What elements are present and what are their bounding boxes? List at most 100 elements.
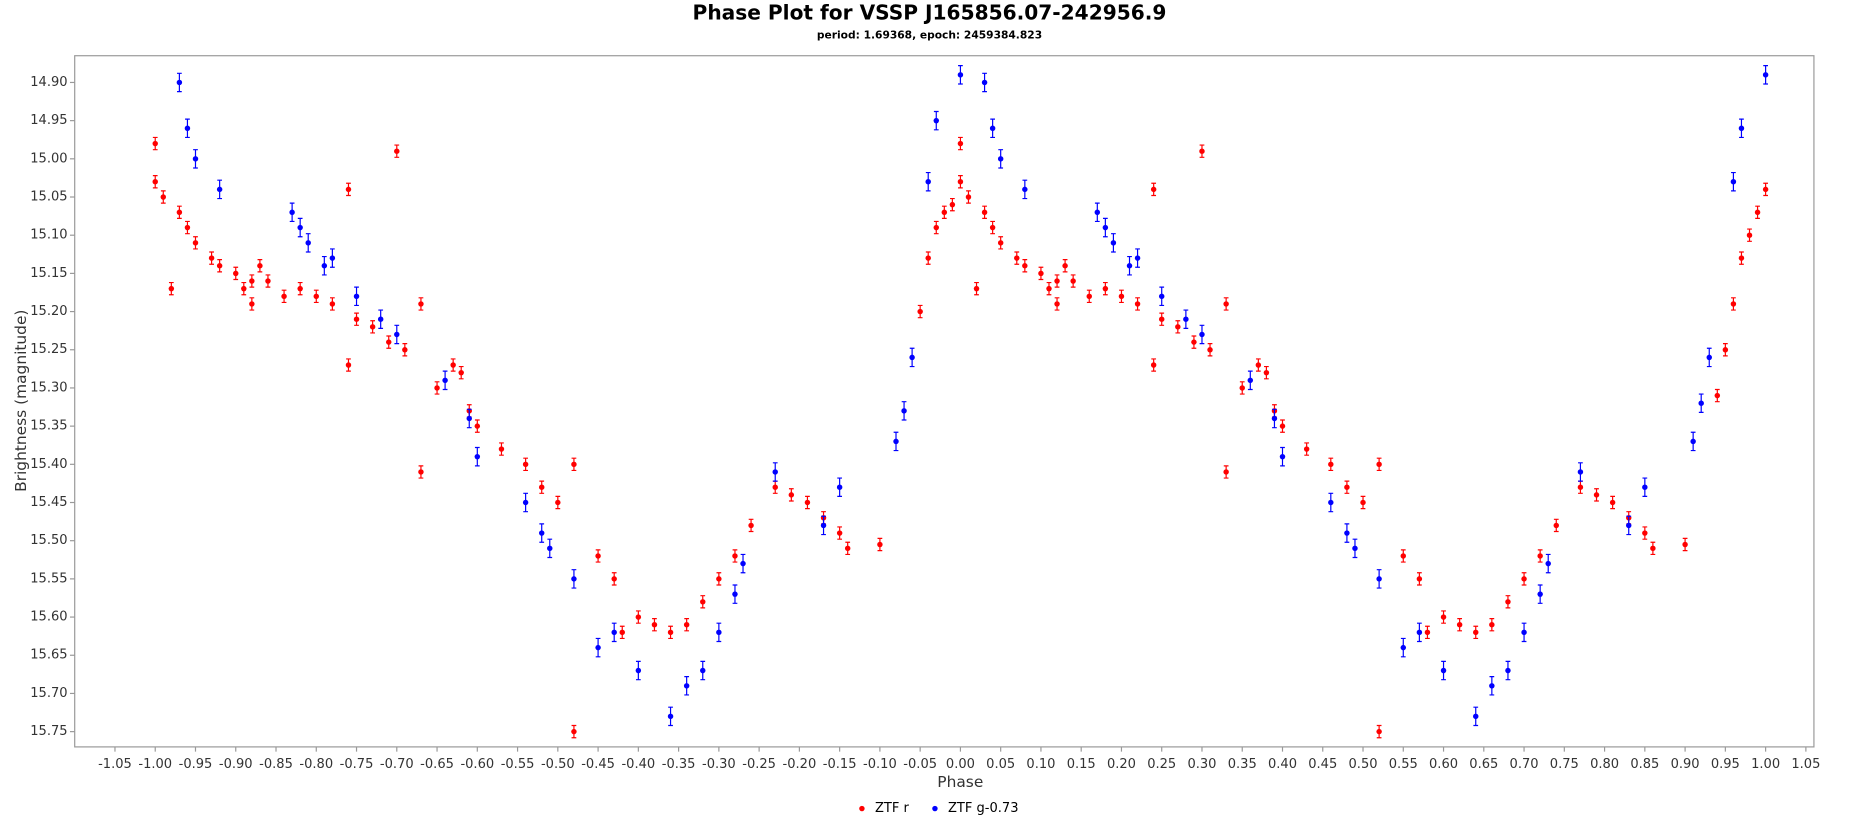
data-point — [1086, 293, 1092, 300]
data-point — [651, 621, 658, 628]
data-point — [1521, 576, 1527, 582]
chart-subtitle: period: 1.69368, epoch: 2459384.823 — [817, 29, 1042, 42]
data-point — [957, 72, 964, 78]
data-point — [377, 316, 384, 322]
y-tick-label: 15.30 — [30, 380, 67, 395]
x-tick-label: 1.05 — [1791, 757, 1820, 772]
data-point — [555, 499, 561, 506]
data-point — [989, 224, 996, 231]
x-tick-label: -0.60 — [460, 757, 494, 772]
chart-title: Phase Plot for VSSP J165856.07-242956.9 — [693, 1, 1167, 25]
data-point — [241, 285, 247, 292]
data-point — [700, 667, 706, 674]
data-point — [877, 541, 883, 548]
data-point — [1134, 301, 1141, 307]
data-point — [836, 530, 843, 536]
data-point — [168, 285, 175, 292]
data-point — [1730, 179, 1737, 185]
x-axis-label: Phase — [937, 773, 983, 791]
data-point — [1754, 209, 1761, 216]
data-point — [1118, 293, 1125, 300]
data-point — [1328, 461, 1334, 468]
data-point — [1183, 316, 1189, 322]
y-tick-label: 15.50 — [30, 533, 67, 548]
data-point — [1738, 255, 1745, 261]
y-tick-label: 15.40 — [30, 457, 67, 472]
data-point — [538, 530, 545, 536]
data-point — [1505, 667, 1511, 674]
data-point — [1400, 644, 1407, 651]
data-point — [1416, 629, 1423, 636]
data-point — [1247, 377, 1254, 384]
y-tick-label: 15.00 — [30, 151, 67, 166]
legend-label: ZTF r — [875, 801, 910, 816]
data-point — [1046, 285, 1052, 292]
data-point — [1553, 522, 1559, 529]
data-point — [683, 621, 690, 628]
x-tick-label: 0.45 — [1308, 757, 1337, 772]
data-point — [1038, 270, 1044, 277]
x-tick-label: -1.00 — [138, 757, 172, 772]
data-point — [1070, 278, 1076, 284]
data-point — [1022, 186, 1028, 193]
x-tick-label: 0.20 — [1107, 757, 1136, 772]
x-tick-label: 0.50 — [1349, 757, 1378, 772]
data-point — [635, 614, 642, 620]
x-tick-label: -0.30 — [702, 757, 736, 772]
data-point — [176, 79, 183, 86]
data-point — [1022, 263, 1028, 269]
data-point — [1577, 469, 1584, 475]
data-point — [1360, 499, 1366, 506]
data-point — [394, 331, 400, 338]
data-point — [1271, 415, 1278, 422]
data-point — [1328, 499, 1334, 506]
data-point — [667, 629, 674, 636]
data-point — [981, 79, 988, 86]
x-tick-label: -0.90 — [219, 757, 253, 772]
y-tick-label: 15.75 — [30, 724, 67, 739]
data-point — [1014, 255, 1020, 261]
data-point — [257, 263, 263, 269]
y-tick-label: 15.45 — [30, 495, 67, 510]
data-point — [973, 285, 980, 292]
x-tick-label: 0.30 — [1187, 757, 1216, 772]
data-point — [442, 377, 448, 384]
data-point — [1473, 629, 1479, 636]
data-point — [1158, 316, 1165, 322]
y-tick-label: 15.70 — [30, 686, 67, 701]
data-point — [369, 324, 376, 330]
data-point — [957, 140, 964, 147]
data-point — [474, 423, 481, 429]
data-point — [1400, 553, 1407, 559]
data-point — [216, 263, 223, 269]
data-point — [1062, 263, 1068, 269]
data-point — [329, 255, 336, 261]
x-tick-label: -0.70 — [380, 757, 414, 772]
data-point — [925, 255, 931, 261]
data-point — [1416, 576, 1423, 582]
data-point — [1642, 530, 1648, 536]
x-tick-label: -0.05 — [903, 757, 937, 772]
plot-area — [74, 55, 1815, 748]
y-axis-label: Brightness (magnitude) — [12, 310, 30, 492]
data-point — [1150, 186, 1157, 193]
x-tick-label: -0.65 — [420, 757, 454, 772]
y-tick-label: 15.35 — [30, 419, 67, 434]
data-point — [160, 194, 167, 200]
data-point — [595, 644, 601, 651]
data-point — [1223, 301, 1229, 307]
y-tick-label: 15.10 — [30, 228, 67, 243]
data-point — [997, 240, 1004, 246]
x-tick-label: 0.60 — [1429, 757, 1458, 772]
data-point — [1239, 385, 1245, 391]
x-tick-label: -1.05 — [98, 757, 132, 772]
x-tick-label: -0.80 — [299, 757, 333, 772]
legend-label: ZTF g-0.73 — [948, 801, 1019, 816]
data-point — [1545, 560, 1551, 567]
data-point — [997, 156, 1004, 162]
data-point — [1626, 522, 1632, 529]
data-point — [394, 148, 400, 154]
data-point — [1609, 499, 1616, 506]
data-point — [1489, 683, 1495, 689]
